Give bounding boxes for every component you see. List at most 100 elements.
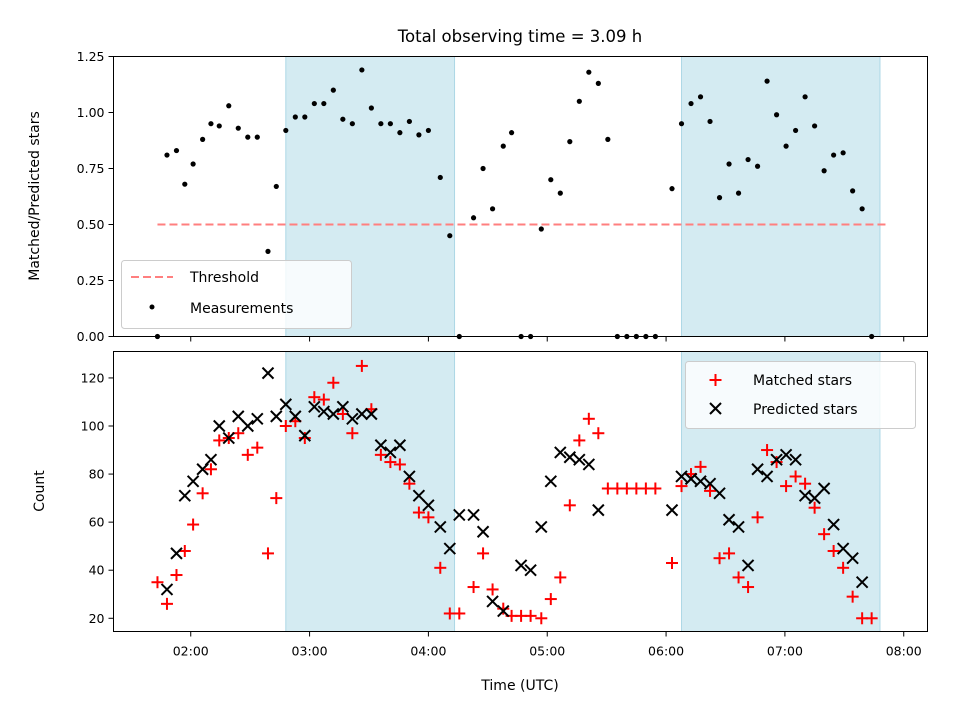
predicted-point [544,475,558,488]
measurement-point [557,190,563,196]
measurement-point [500,143,506,149]
matched-point [837,561,850,574]
y-tick-label: 20 [89,611,105,626]
measurement-point [792,127,799,134]
matched-point [582,412,595,425]
predicted-point [798,489,812,502]
predicted-point [486,595,499,608]
observing-window-1 [285,351,456,632]
matched-point [261,547,274,560]
measurement-point [716,195,723,201]
measurement-point [697,94,704,100]
predicted-point [779,448,793,462]
measurement-point [586,69,592,75]
y-tick-label: 0.25 [77,273,105,288]
predicted-point [232,410,245,423]
top-legend: Threshold Measurements [121,260,352,329]
predicted-point [573,453,586,466]
predicted-point [453,508,466,522]
measurement-point [735,190,742,196]
predicted-point [298,429,312,442]
measurement-point [745,156,751,163]
measurement-point [273,183,279,190]
predicted-point [160,583,174,596]
measurement-point [416,132,422,138]
predicted-point [703,477,717,490]
predicted-point [760,470,774,483]
matched-point [666,557,679,570]
predicted-point [722,513,736,526]
measurement-point [208,121,214,127]
measurement-point [182,181,188,187]
measurement-point [470,215,477,221]
predicted-point [403,470,416,483]
measurement-point [397,130,403,136]
measurement-point [359,67,365,73]
predicted-point [270,410,283,423]
predicted-point [684,472,698,486]
matched-point [251,441,264,454]
predicted-point [186,475,200,488]
measurement-point [678,121,685,127]
matched-point [196,487,209,500]
y-tick-label: 120 [81,370,105,385]
measurement-point [605,136,611,142]
predicted-point [751,463,764,476]
predicted-point [289,410,302,423]
x-tick-label: 05:00 [529,644,565,659]
matched-point [393,458,406,471]
predicted-point [393,439,407,452]
legend-predicted-label: Predicted stars [753,402,858,418]
measurement-point [576,98,582,104]
measurement-point [368,105,374,111]
chart-title: Total observing time = 3.09 h [397,27,642,46]
predicted-point [327,407,340,421]
y-tick-label: 0.50 [77,217,105,232]
matched-point [308,391,321,404]
top-axes-frame [113,56,928,337]
predicted-point [770,453,783,466]
measurement-point [226,103,232,109]
top-panel: 0.00 0.25 0.50 0.75 1.00 1.25 Matched/Predict… [27,49,928,344]
measurement-point [254,134,260,140]
y-tick-label: 0.75 [77,161,105,176]
predicted-point [808,491,821,505]
bottom-axes-frame [113,351,928,632]
matched-point [649,482,662,495]
measurement-point [406,118,412,125]
measurement-point [235,125,241,131]
matched-point [317,393,330,406]
matched-point [544,593,557,606]
legend-matched-label: Matched stars [753,373,852,389]
x-tick-label: 04:00 [410,644,446,659]
predicted-point [222,431,235,445]
legend-threshold-label: Threshold [189,270,259,286]
matched-point [384,456,397,469]
legend-measurements-label: Measurements [190,301,293,317]
measurement-point [378,121,384,127]
matched-point [732,571,745,584]
matched-point [704,484,717,497]
predicted-point [178,489,192,502]
matched-point [160,597,173,610]
x-axis-label: Time (UTC) [480,678,558,694]
matched-point [403,477,416,490]
predicted-point [170,547,183,560]
matched-point [412,506,425,519]
legend-matched-swatch [709,374,722,386]
predicted-point [554,446,567,459]
y-tick-label: 40 [89,563,105,578]
measurement-point [200,136,206,142]
x-tick-label: 03:00 [292,644,328,659]
predicted-point [467,508,480,522]
measurement-point [190,161,196,167]
matched-point [346,427,359,440]
predicted-point [346,412,359,426]
matched-point [675,480,688,493]
matched-point [187,518,200,531]
matched-point [780,480,793,493]
measurement-point [489,206,496,212]
predicted-point [789,453,802,466]
measurement-point [447,233,453,239]
